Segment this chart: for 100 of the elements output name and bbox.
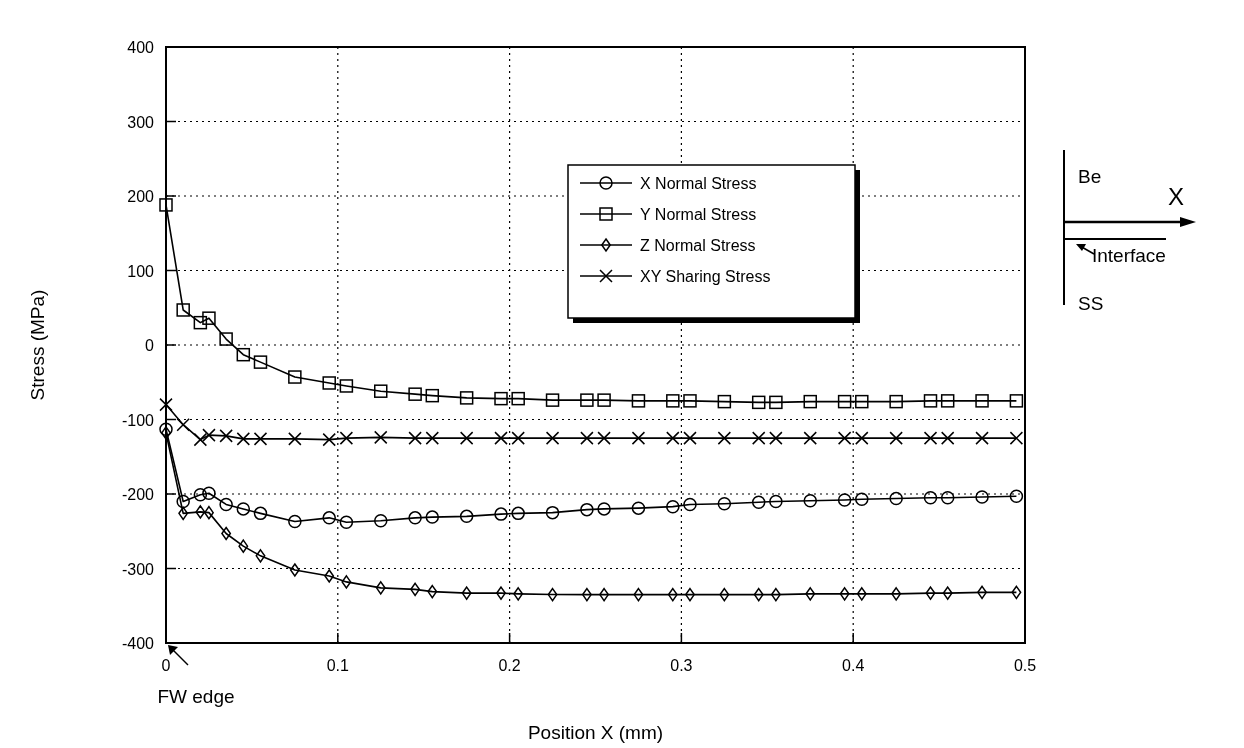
point (925, 586, 936, 600)
x-tick-label: 0.5 (1013, 657, 1037, 674)
text: X (1168, 183, 1185, 210)
point (683, 394, 697, 408)
point (1011, 585, 1022, 600)
point (427, 584, 438, 599)
point (1009, 394, 1024, 408)
point (1009, 489, 1024, 503)
point (193, 315, 208, 330)
x-tick-label: 0.1 (326, 657, 350, 674)
y-tick-label: 100 (127, 262, 155, 280)
point (513, 587, 524, 601)
point (178, 506, 189, 521)
point (855, 431, 869, 445)
point (545, 505, 560, 520)
point (597, 502, 611, 516)
legend-label: Z Normal Stress (640, 237, 756, 254)
y-tick-label: 200 (127, 188, 155, 205)
point (631, 394, 646, 408)
point (803, 493, 817, 508)
point (839, 587, 850, 601)
text: Interface (1092, 245, 1166, 266)
point (324, 569, 335, 583)
y-tick-label: -100 (121, 411, 155, 429)
point (176, 303, 190, 317)
point (202, 486, 216, 501)
point (683, 497, 697, 512)
point (855, 492, 869, 506)
point (425, 388, 440, 403)
point (288, 370, 302, 384)
point (236, 502, 251, 516)
point (374, 430, 388, 445)
point (221, 526, 232, 541)
point (322, 432, 336, 447)
point (580, 393, 594, 407)
point (547, 587, 558, 602)
point (751, 395, 766, 410)
point (751, 431, 766, 445)
legend-label: XY Sharing Stress (640, 268, 771, 285)
point (940, 431, 955, 445)
point (322, 376, 336, 390)
y-tick-label: 300 (127, 113, 155, 131)
point (545, 393, 560, 407)
point (461, 586, 472, 600)
point (408, 387, 422, 401)
point (580, 431, 594, 445)
point (856, 587, 867, 601)
point (161, 426, 171, 440)
point (545, 431, 560, 445)
point (889, 491, 903, 506)
point (855, 394, 869, 409)
point (289, 563, 300, 577)
point (374, 384, 388, 398)
x-tick-label: 0 (161, 657, 171, 674)
point (597, 393, 611, 407)
point (408, 431, 422, 445)
point (769, 431, 783, 445)
x-tick-label: 0.3 (670, 657, 693, 674)
point (631, 431, 646, 445)
point (770, 587, 781, 602)
point (159, 198, 173, 212)
point (339, 431, 354, 445)
point (459, 431, 474, 445)
point (666, 431, 680, 445)
point (769, 494, 783, 509)
point (494, 391, 508, 406)
point (803, 394, 817, 409)
text: SS (1078, 293, 1104, 314)
point (753, 587, 764, 602)
point (975, 394, 989, 408)
point (666, 394, 680, 408)
point (202, 311, 216, 325)
legend-label: X Normal Stress (640, 175, 757, 192)
point (408, 511, 422, 525)
point (288, 514, 302, 529)
point (683, 431, 697, 445)
y-tick-label: -300 (121, 560, 155, 578)
text: FW edge (157, 686, 235, 707)
point (769, 395, 783, 410)
point (425, 431, 440, 445)
y-tick-label: 400 (127, 39, 155, 56)
point (253, 432, 268, 446)
point (236, 347, 251, 362)
point (219, 332, 233, 346)
point (581, 587, 592, 602)
point (255, 549, 266, 563)
point (975, 490, 989, 504)
point (202, 428, 216, 442)
point (717, 394, 732, 409)
y-tick-label: -400 (121, 635, 155, 652)
point (253, 506, 268, 521)
point (666, 499, 680, 514)
point (597, 431, 611, 445)
point (1009, 431, 1024, 445)
point (940, 490, 955, 505)
point (511, 391, 525, 406)
legend-label: Y Normal Stress (640, 206, 757, 223)
point (599, 587, 610, 602)
point (238, 539, 249, 553)
point (425, 510, 440, 524)
